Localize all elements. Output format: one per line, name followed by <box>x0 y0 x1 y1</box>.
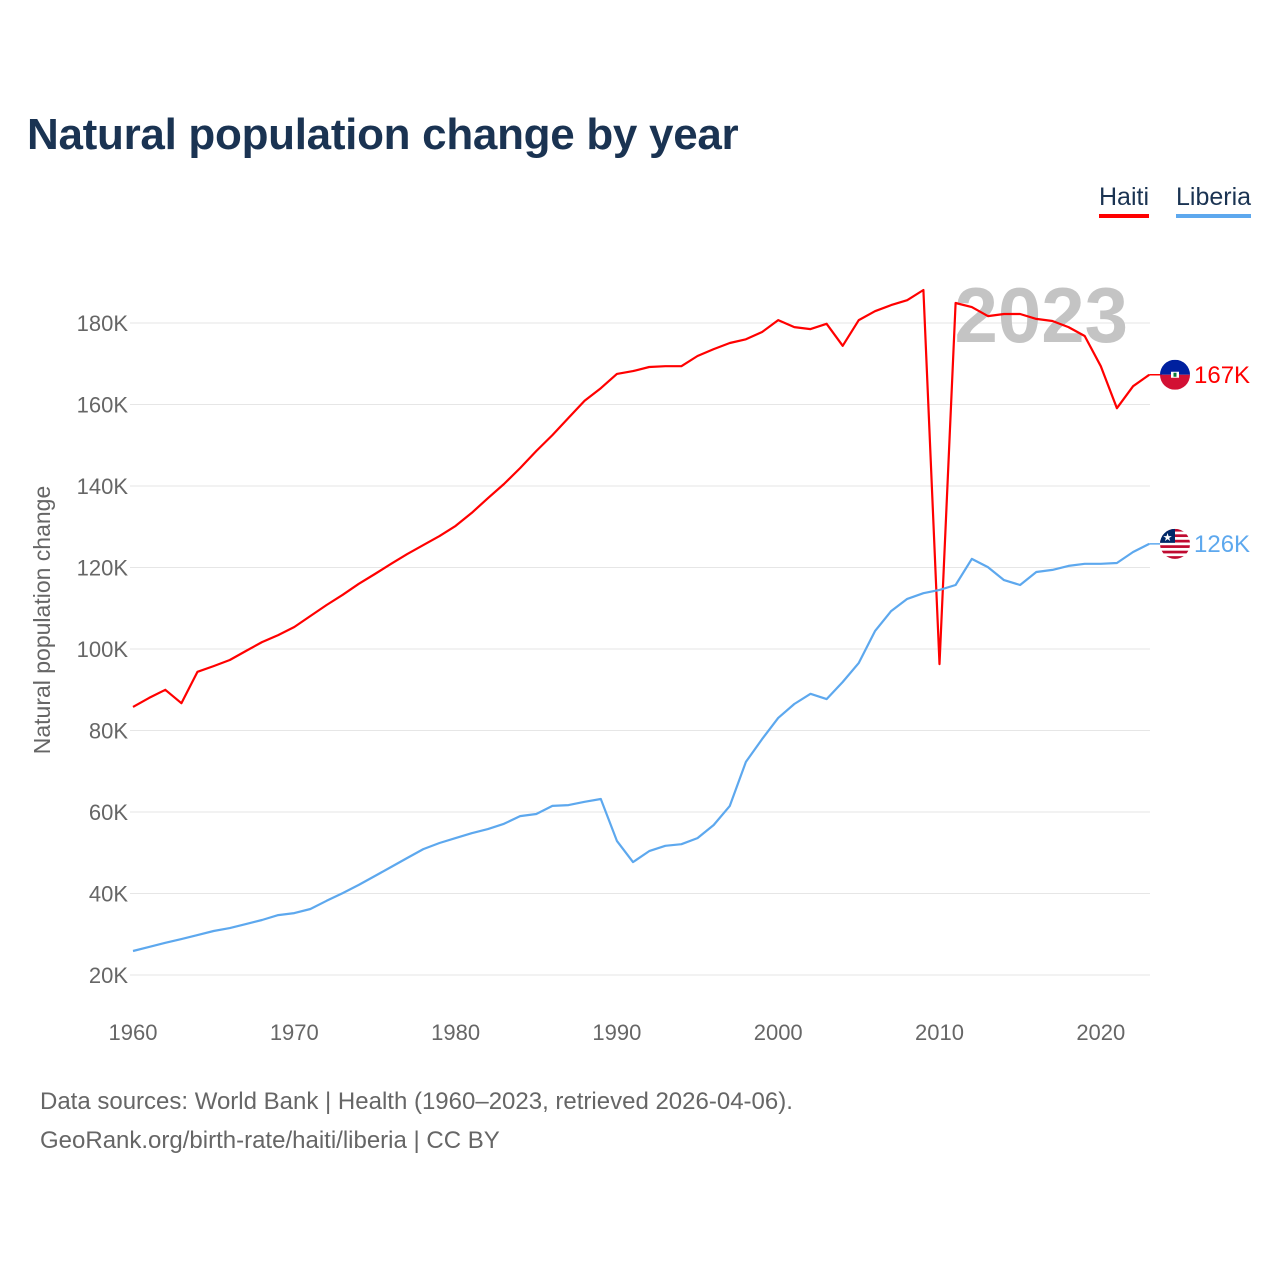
y-tick-label: 20K <box>89 963 128 988</box>
y-axis-label: Natural population change <box>29 486 55 755</box>
y-axis: 20K 40K 60K 80K 100K 120K 140K 160K 180K <box>77 311 129 988</box>
y-tick-label: 180K <box>77 311 129 336</box>
x-tick-label: 2010 <box>915 1020 964 1045</box>
credit-link[interactable]: GeoRank.org/birth-rate/haiti/liberia | C… <box>40 1127 500 1154</box>
y-tick-label: 160K <box>77 393 129 418</box>
y-tick-label: 140K <box>77 474 129 499</box>
svg-text:★: ★ <box>1163 532 1173 544</box>
y-tick-label: 100K <box>77 637 129 662</box>
line-chart: 2023 20K 40K 60K 80K 100K 120K 140K 160K 180K 19… <box>29 271 1250 1045</box>
x-tick-label: 1990 <box>592 1020 641 1045</box>
y-tick-label: 80K <box>89 719 128 744</box>
end-labels: 167K ★ 126K <box>1149 359 1250 559</box>
chart-title: Natural population change by year <box>27 110 739 159</box>
y-tick-label: 120K <box>77 556 129 581</box>
x-tick-label: 2000 <box>754 1020 803 1045</box>
year-watermark: 2023 <box>954 271 1128 359</box>
y-tick-label: 40K <box>89 882 128 907</box>
series-lines <box>132 288 1150 953</box>
x-tick-label: 1960 <box>109 1020 158 1045</box>
x-axis: 1960 1970 1980 1990 2000 2010 2020 <box>109 1020 1126 1045</box>
series-line-haiti[interactable] <box>132 288 1150 708</box>
end-value-label-liberia: 126K <box>1194 531 1250 558</box>
legend-item-haiti[interactable]: Haiti <box>1099 183 1150 218</box>
gridlines <box>130 322 1150 976</box>
x-tick-label: 2020 <box>1076 1020 1125 1045</box>
x-tick-label: 1970 <box>270 1020 319 1045</box>
legend-item-liberia[interactable]: Liberia <box>1176 183 1252 218</box>
liberia-flag-icon: ★ <box>1160 528 1190 559</box>
end-value-label-haiti: 167K <box>1194 362 1250 389</box>
y-tick-label: 60K <box>89 800 128 825</box>
x-tick-label: 1980 <box>431 1020 480 1045</box>
series-line-liberia[interactable] <box>132 542 1150 953</box>
haiti-flag-icon <box>1160 359 1190 390</box>
data-source-text: Data sources: World Bank | Health (1960–… <box>40 1088 793 1115</box>
